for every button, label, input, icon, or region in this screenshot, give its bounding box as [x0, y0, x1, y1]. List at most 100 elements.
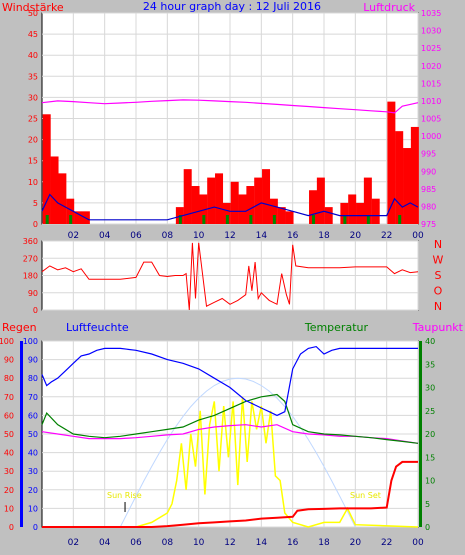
sunrise-annotation: Sun Rise — [107, 491, 142, 500]
temperature-tick-label: 40 — [425, 337, 435, 346]
humidity-tick-label: 10 — [28, 504, 38, 513]
pressure-y-ticks: 975 980 985 990 995 1000 1005 1010 1015 1020 1025 1… — [421, 9, 441, 229]
wind-x-tick-label: 14 — [256, 231, 268, 241]
wind-speed-bar — [356, 202, 365, 224]
direction-y-ticks: 0 90 180 270 360 — [23, 237, 38, 315]
compass-label: N — [434, 300, 442, 313]
climate-x-tick-label: 08 — [162, 538, 174, 548]
wind-x-tick-label: 06 — [130, 231, 142, 241]
pressure-axis-label: Luftdruck — [363, 1, 415, 14]
direction-tick-label: 360 — [23, 237, 38, 246]
wind-speed-bar — [254, 177, 263, 224]
pressure-tick-label: 985 — [421, 185, 436, 194]
wind-x-tick-label: 18 — [318, 231, 330, 241]
wind-tick-label: 30 — [28, 93, 38, 102]
calm-marker — [398, 215, 402, 224]
climate-x-tick-label: 18 — [318, 538, 330, 548]
climate-x-ticks: 02 04 06 08 10 12 14 16 18 20 22 00 — [68, 538, 424, 548]
wind-speed-bar — [340, 202, 349, 224]
wind-tick-label: 40 — [28, 51, 38, 60]
direction-tick-label: 90 — [28, 289, 38, 298]
humidity-tick-label: 80 — [28, 374, 38, 383]
climate-x-tick-label: 04 — [99, 538, 111, 548]
climate-x-tick-label: 22 — [381, 538, 392, 548]
temperature-tick-label: 0 — [425, 523, 430, 532]
wind-speed-bar — [215, 173, 224, 224]
humidity-tick-label: 70 — [28, 393, 38, 402]
humidity-tick-label: 60 — [28, 411, 38, 420]
direction-tick-label: 0 — [33, 306, 38, 315]
wind-speed-bar — [403, 148, 412, 224]
wind-speed-bar — [395, 131, 404, 224]
climate-x-tick-label: 14 — [256, 538, 268, 548]
wind-tick-label: 0 — [33, 220, 38, 229]
wind-tick-label: 35 — [28, 72, 38, 81]
pressure-tick-label: 1035 — [421, 9, 441, 18]
compass-label: W — [433, 254, 444, 267]
rain-tick-label: 0 — [9, 523, 14, 532]
climate-x-tick-label: 16 — [287, 538, 299, 548]
wind-speed-bar — [285, 211, 294, 224]
temperature-tick-label: 20 — [425, 430, 435, 439]
humidity-tick-label: 20 — [28, 486, 38, 495]
direction-marks — [41, 242, 419, 311]
rain-line — [42, 460, 418, 528]
wind-x-tick-label: 22 — [381, 231, 392, 241]
humidity-y-ticks: 0 0 10 10 20 20 30 30 40 40 50 50 60 60 70 70 80 80 90 90 10… — [0, 337, 422, 532]
temperature-tick-label: 35 — [425, 360, 435, 369]
humidity-tick-label: 100 — [23, 337, 38, 346]
wind-tick-label: 50 — [28, 9, 38, 18]
direction-tick-label: 180 — [23, 272, 38, 281]
humidity-tick-label: 40 — [28, 449, 38, 458]
rain-label: Regen — [2, 321, 37, 334]
wind-x-tick-label: 02 — [68, 231, 79, 241]
direction-line — [41, 242, 419, 311]
wind-speed-bar — [277, 207, 286, 224]
climate-x-tick-label: 00 — [412, 538, 424, 548]
wind-speed-bar — [387, 101, 396, 224]
wind-speed-bar — [222, 202, 231, 224]
wind-tick-label: 45 — [28, 30, 38, 39]
wind-speed-bar — [191, 186, 200, 224]
wind-x-tick-label: 20 — [350, 231, 362, 241]
rain-tick-label: 90 — [4, 356, 14, 365]
wind-speed-bar — [246, 186, 255, 224]
humidity-label: Luftfeuchte — [66, 321, 129, 334]
wind-y-ticks: 0 5 10 15 20 25 30 35 40 45 50 — [28, 9, 38, 229]
pressure-tick-label: 1005 — [421, 115, 441, 124]
wind-x-tick-label: 04 — [99, 231, 111, 241]
wind-x-tick-label: 10 — [193, 231, 205, 241]
calm-marker — [225, 215, 229, 224]
rain-tick-label: 10 — [4, 504, 14, 513]
direction-tick-label: 270 — [23, 254, 38, 263]
wind-x-ticks: 02 04 06 08 10 12 14 16 18 20 22 00 — [68, 231, 424, 241]
calm-marker — [272, 215, 276, 224]
compass-label: O — [434, 285, 443, 298]
temperature-axis-bar — [419, 341, 422, 527]
temperature-tick-label: 10 — [425, 477, 435, 486]
wind-speed-bar — [199, 194, 208, 224]
pressure-tick-label: 975 — [421, 220, 436, 229]
wind-speed-bar — [58, 173, 67, 224]
wind-speed-bar — [183, 169, 192, 224]
climate-x-tick-label: 20 — [350, 538, 362, 548]
wind-tick-label: 10 — [28, 178, 38, 187]
direction-grid — [42, 240, 419, 311]
wind-speed-bar — [230, 181, 239, 224]
wind-tick-label: 20 — [28, 136, 38, 145]
compass-label: S — [435, 269, 442, 282]
pressure-tick-label: 1010 — [421, 97, 441, 106]
sunshine-line — [42, 396, 419, 528]
wind-speed-bar — [262, 169, 271, 224]
pressure-line — [41, 99, 419, 114]
pressure-tick-label: 1000 — [421, 132, 441, 141]
wind-speed-bar — [50, 156, 59, 224]
humidity-line — [41, 345, 418, 417]
temperature-y-ticks: 0 5 10 15 20 25 30 35 40 — [425, 337, 435, 532]
wind-speed-bar — [66, 198, 75, 224]
wind-x-tick-label: 12 — [224, 231, 235, 241]
temperature-tick-label: 30 — [425, 384, 435, 393]
temperature-tick-label: 15 — [425, 453, 435, 462]
